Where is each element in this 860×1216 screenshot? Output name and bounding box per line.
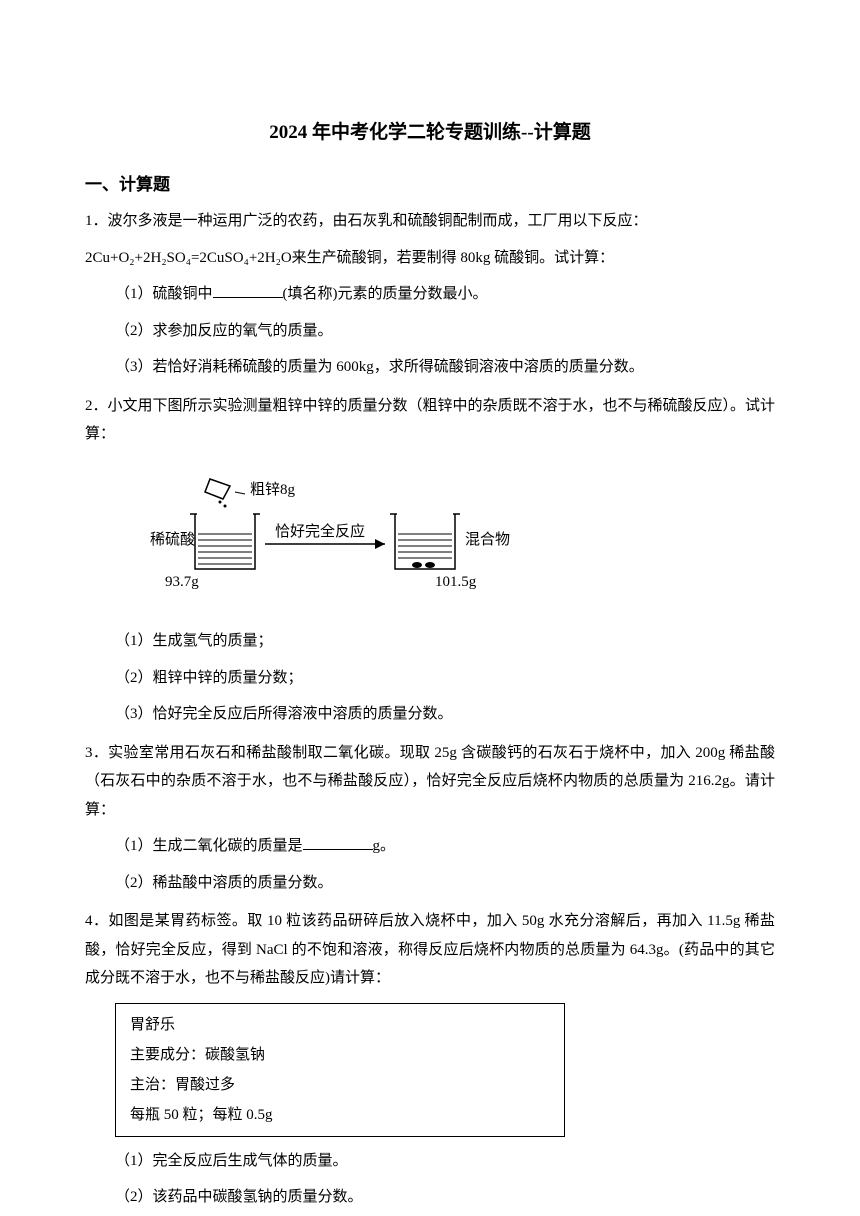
q2-intro: 2．小文用下图所示实验测量粗锌中锌的质量分数（粗锌中的杂质既不溶于水，也不与稀硫… [85,392,775,449]
acid-mass-label: 93.7g [165,574,199,590]
q1-sub3: （3）若恰好消耗稀硫酸的质量为 600kg，求所得硫酸铜溶液中溶质的质量分数。 [115,353,775,382]
medicine-spec: 每瓶 50 粒；每粒 0.5g [130,1100,550,1130]
blank-fill [213,282,283,298]
document-title: 2024 年中考化学二轮专题训练--计算题 [85,115,775,151]
q4-intro: 4．如图是某胃药标签。取 10 粒该药品研碎后放入烧杯中，加入 50g 水充分溶… [85,907,775,993]
section-header: 一、计算题 [85,169,775,201]
q1-sub1-post: (填名称)元素的质量分数最小。 [283,286,488,302]
question-2: 2．小文用下图所示实验测量粗锌中锌的质量分数（粗锌中的杂质既不溶于水，也不与稀硫… [85,392,775,729]
left-beaker [190,514,260,569]
right-beaker [390,514,460,569]
q1-sub2: （2）求参加反应的氧气的质量。 [115,317,775,346]
reaction-diagram: 粗锌8g 稀硫酸 93.7g 恰好完全反应 混合物 101.5g [135,464,515,594]
q1-sub1-pre: （1）硫酸铜中 [115,286,213,302]
q3-sub1: （1）生成二氧化碳的质量是 g。 [115,832,775,861]
q2-sub2: （2）粗锌中锌的质量分数； [115,664,775,693]
q1-formula: 2Cu+O₂+2H₂SO₄=2CuSO₄+2H₂O来生产硫酸铜，若要制得 80k… [85,244,775,273]
q2-sub1: （1）生成氢气的质量； [115,627,775,656]
medicine-indication: 主治：胃酸过多 [130,1070,550,1100]
zinc-label: 粗锌8g [250,481,296,498]
q3-intro: 3．实验室常用石灰石和稀盐酸制取二氧化碳。现取 25g 含碳酸钙的石灰石于烧杯中… [85,739,775,825]
q3-sub1-pre: （1）生成二氧化碳的质量是 [115,838,303,854]
blank-fill [303,834,373,850]
q1-intro: 1．波尔多液是一种运用广泛的农药，由石灰乳和硫酸铜配制而成，工厂用以下反应： [85,207,775,236]
medicine-name: 胃舒乐 [130,1010,550,1040]
acid-label: 稀硫酸 [150,531,195,548]
mixture-label: 混合物 [465,531,510,548]
question-1: 1．波尔多液是一种运用广泛的农药，由石灰乳和硫酸铜配制而成，工厂用以下反应： 2… [85,207,775,382]
result-mass-label: 101.5g [435,574,477,590]
question-3: 3．实验室常用石灰石和稀盐酸制取二氧化碳。现取 25g 含碳酸钙的石灰石于烧杯中… [85,739,775,898]
q3-sub2: （2）稀盐酸中溶质的质量分数。 [115,869,775,898]
reaction-label: 恰好完全反应 [275,522,365,540]
q1-sub1: （1）硫酸铜中 (填名称)元素的质量分数最小。 [115,280,775,309]
q4-sub2: （2）该药品中碳酸氢钠的质量分数。 [115,1183,775,1212]
q4-sub1: （1）完全反应后生成气体的质量。 [115,1147,775,1176]
medicine-label-box: 胃舒乐 主要成分：碳酸氢钠 主治：胃酸过多 每瓶 50 粒；每粒 0.5g [115,1003,565,1137]
q3-sub1-post: g。 [373,838,396,854]
medicine-ingredient: 主要成分：碳酸氢钠 [130,1040,550,1070]
zinc-addition [205,479,245,508]
question-4: 4．如图是某胃药标签。取 10 粒该药品研碎后放入烧杯中，加入 50g 水充分溶… [85,907,775,1212]
q2-sub3: （3）恰好完全反应后所得溶液中溶质的质量分数。 [115,700,775,729]
